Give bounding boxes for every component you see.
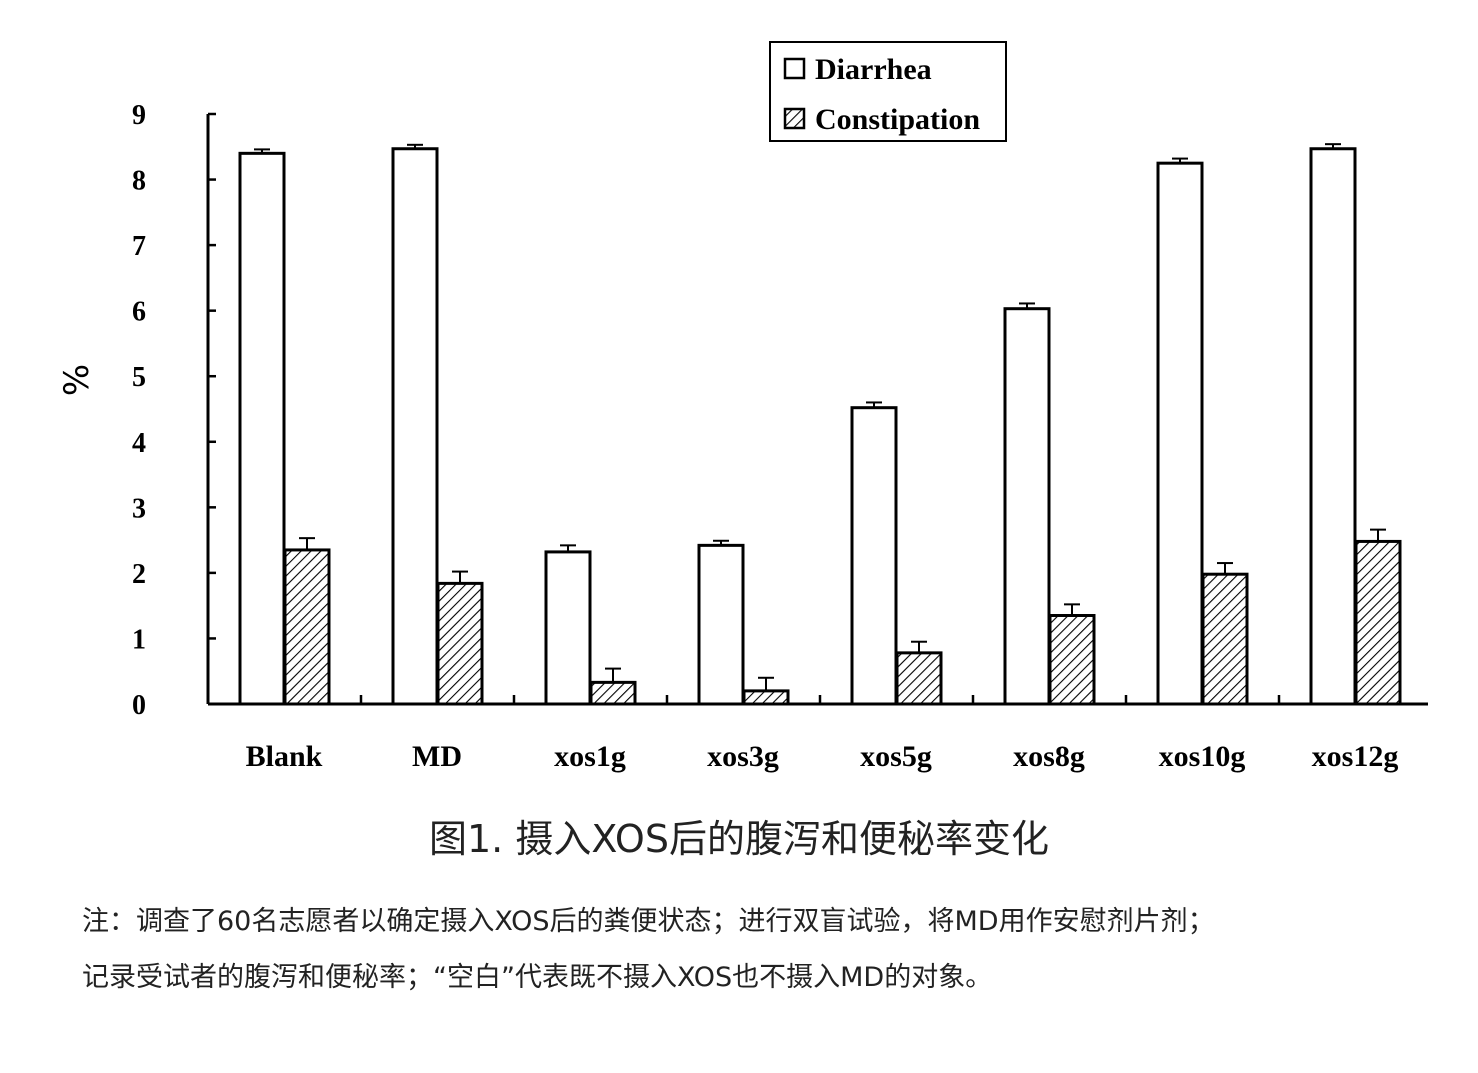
- bar-constipation: [1201, 572, 1249, 706]
- bar-diarrhea: [238, 151, 286, 706]
- bar-constipation: [895, 651, 943, 706]
- bar-constipation: [1354, 539, 1402, 706]
- legend-label: Constipation: [815, 103, 980, 136]
- x-tick-label: xos10g: [1159, 740, 1246, 773]
- bar-diarrhea: [1156, 161, 1204, 706]
- y-tick-label: 2: [132, 559, 146, 590]
- bar-constipation: [283, 548, 331, 706]
- plot-area: 0 1 2 3 4 5 6 7 8 9 Blank MD xos1g xos3g xos5g xos8g xos…: [132, 100, 1428, 773]
- bar-chart: % 0 1 2 3 4 5 6 7 8 9 Blank MD xos1g xos3g xos5g xos8g x…: [57, 41, 1428, 773]
- x-tick-label: xos1g: [554, 740, 626, 773]
- bar-diarrhea: [391, 147, 439, 706]
- bar-diarrhea: [697, 543, 745, 706]
- x-tick-label: xos8g: [1013, 740, 1085, 773]
- figure-caption: 图1. 摄入XOS后的腹泻和便秘率变化: [429, 817, 1049, 861]
- bar-constipation: [742, 689, 790, 706]
- bar-diarrhea: [544, 550, 592, 706]
- x-tick-label: Blank: [246, 740, 323, 773]
- y-tick-label: 9: [132, 100, 146, 131]
- legend-label: Diarrhea: [815, 53, 932, 86]
- bar-constipation: [436, 581, 484, 706]
- x-tick-label: xos5g: [860, 740, 932, 773]
- bar-diarrhea: [1309, 147, 1357, 706]
- figure-note-line-2: 记录受试者的腹泻和便秘率；“空白”代表既不摄入XOS也不摄入MD的对象。: [82, 962, 993, 993]
- bar-diarrhea: [850, 406, 898, 706]
- y-tick-label: 5: [132, 362, 146, 393]
- y-tick-label: 0: [132, 690, 146, 721]
- x-tick-label: MD: [412, 740, 462, 773]
- bar-diarrhea: [1003, 307, 1051, 706]
- y-tick-label: 6: [132, 297, 146, 328]
- bar-constipation: [589, 680, 637, 706]
- legend-box: [769, 41, 1007, 142]
- y-tick-label: 4: [132, 428, 146, 459]
- legend-swatch: [783, 57, 806, 80]
- y-tick-label: 1: [132, 624, 146, 655]
- x-tick-label: xos12g: [1312, 740, 1399, 773]
- y-axis-label: %: [57, 364, 97, 396]
- figure-note-line-1: 注：调查了60名志愿者以确定摄入XOS后的粪便状态；进行双盲试验，将MD用作安慰…: [82, 906, 1215, 937]
- y-tick-label: 3: [132, 493, 146, 524]
- legend: Diarrhea Constipation: [769, 41, 1007, 142]
- x-tick-label: xos3g: [707, 740, 779, 773]
- bar-constipation: [1048, 614, 1096, 706]
- y-tick-label: 8: [132, 166, 146, 197]
- legend-swatch: [783, 107, 806, 130]
- y-tick-label: 7: [132, 231, 146, 262]
